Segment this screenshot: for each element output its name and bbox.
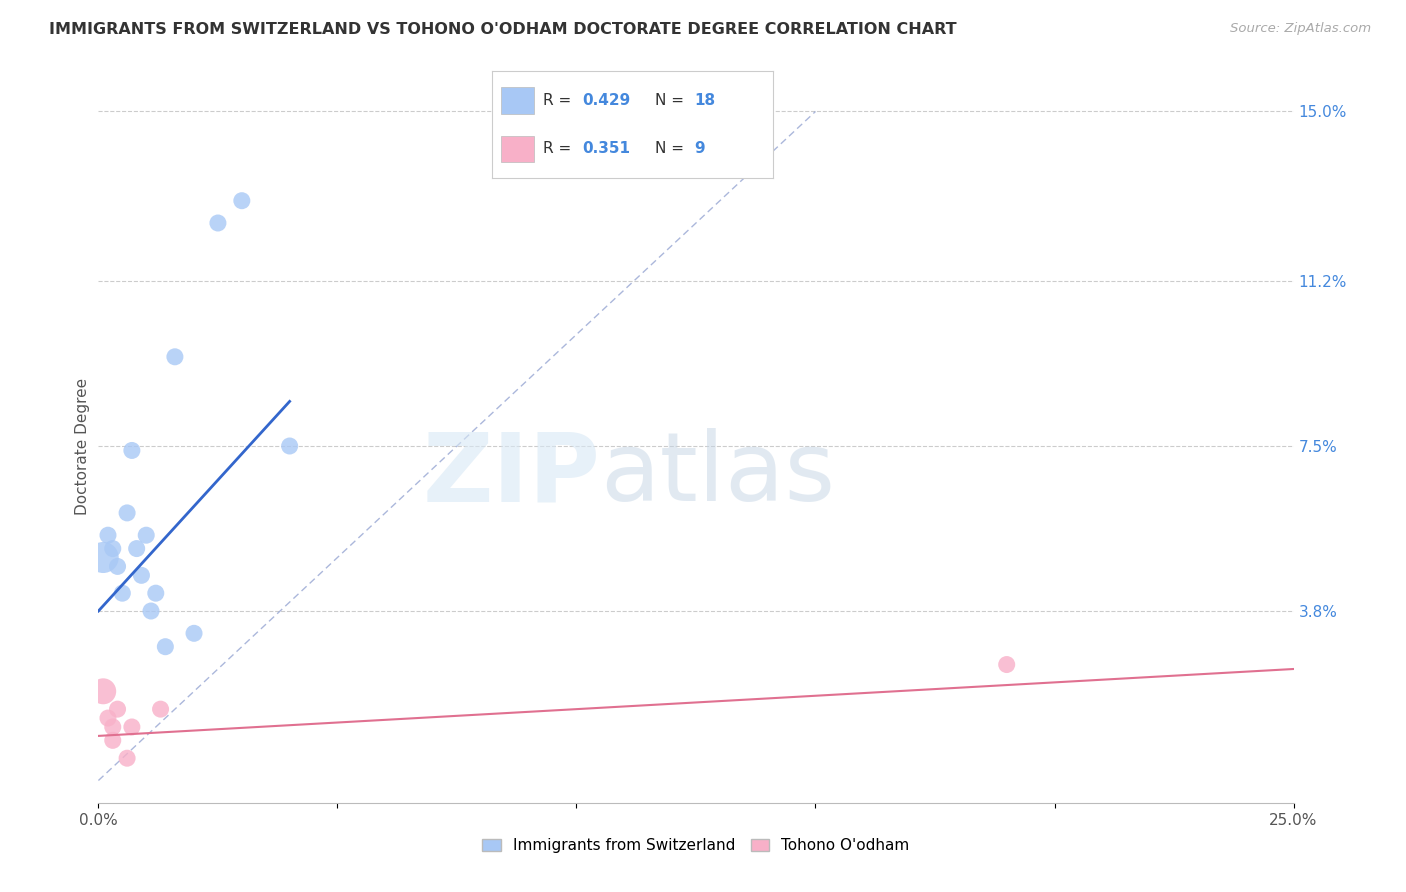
- Point: [278, 439, 301, 453]
- Point: [207, 216, 229, 230]
- Text: Source: ZipAtlas.com: Source: ZipAtlas.com: [1230, 22, 1371, 36]
- Point: [115, 506, 138, 520]
- Point: [101, 733, 124, 747]
- Text: ZIP: ZIP: [422, 428, 600, 521]
- Point: [101, 720, 124, 734]
- Text: N =: N =: [655, 94, 689, 108]
- Text: 0.429: 0.429: [582, 94, 630, 108]
- Point: [125, 541, 148, 556]
- Point: [135, 528, 157, 542]
- Text: 0.351: 0.351: [582, 142, 630, 156]
- Point: [111, 586, 134, 600]
- FancyBboxPatch shape: [501, 136, 534, 162]
- Text: 18: 18: [695, 94, 716, 108]
- Point: [231, 194, 253, 208]
- Point: [107, 702, 129, 716]
- Point: [107, 559, 129, 574]
- FancyBboxPatch shape: [501, 87, 534, 114]
- Point: [131, 568, 153, 582]
- Point: [97, 711, 120, 725]
- Point: [163, 350, 186, 364]
- Point: [91, 684, 114, 698]
- Point: [101, 541, 124, 556]
- Point: [145, 586, 167, 600]
- Point: [115, 751, 138, 765]
- Point: [91, 550, 114, 565]
- Point: [139, 604, 162, 618]
- Point: [155, 640, 177, 654]
- Text: N =: N =: [655, 142, 689, 156]
- Text: atlas: atlas: [600, 428, 835, 521]
- Legend: Immigrants from Switzerland, Tohono O'odham: Immigrants from Switzerland, Tohono O'od…: [477, 832, 915, 859]
- Text: IMMIGRANTS FROM SWITZERLAND VS TOHONO O'ODHAM DOCTORATE DEGREE CORRELATION CHART: IMMIGRANTS FROM SWITZERLAND VS TOHONO O'…: [49, 22, 957, 37]
- Y-axis label: Doctorate Degree: Doctorate Degree: [75, 377, 90, 515]
- Text: R =: R =: [543, 94, 576, 108]
- Point: [149, 702, 172, 716]
- Text: R =: R =: [543, 142, 576, 156]
- Point: [121, 443, 143, 458]
- Point: [121, 720, 143, 734]
- Point: [97, 528, 120, 542]
- Point: [995, 657, 1018, 672]
- Point: [183, 626, 205, 640]
- Text: 9: 9: [695, 142, 706, 156]
